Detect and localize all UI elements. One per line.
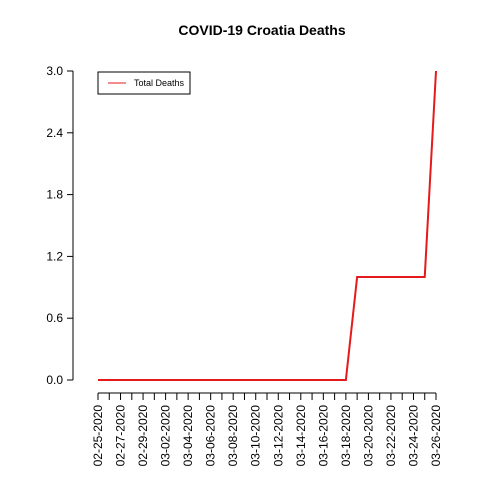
x-tick-label: 03-12-2020 (271, 405, 285, 467)
y-tick-label: 0.6 (46, 311, 63, 325)
legend-label: Total Deaths (134, 78, 185, 88)
y-tick-label: 1.8 (46, 188, 63, 202)
x-tick-label: 03-02-2020 (159, 405, 173, 467)
x-tick-label: 03-04-2020 (181, 405, 195, 467)
legend-box (97, 71, 191, 95)
x-tick-label: 03-22-2020 (384, 405, 398, 467)
x-tick-label: 03-24-2020 (406, 405, 420, 467)
y-tick-label: 2.4 (46, 126, 63, 140)
x-tick-label: 03-20-2020 (361, 405, 375, 467)
series-line-total-deaths (98, 70, 437, 381)
x-tick-label: 02-27-2020 (114, 405, 128, 467)
x-tick-label: 03-08-2020 (226, 405, 240, 467)
x-tick-label: 02-25-2020 (91, 405, 105, 467)
plot-area (98, 70, 437, 381)
x-tick-label: 03-06-2020 (204, 405, 218, 467)
x-tick-label: 02-29-2020 (136, 405, 150, 467)
x-tick-label: 03-10-2020 (249, 405, 263, 467)
x-tick-label: 03-18-2020 (339, 405, 353, 467)
y-axis: 0.0 0.6 1.2 1.8 2.4 3.0 (46, 64, 74, 387)
x-tick-label: 03-16-2020 (316, 405, 330, 467)
x-axis: 02-25-2020 02-27-2020 02-29-2020 03-02-2020… (91, 392, 443, 467)
y-tick-label: 1.2 (46, 249, 63, 263)
x-tick-label: 03-14-2020 (294, 405, 308, 467)
y-tick-label: 0.0 (46, 373, 63, 387)
chart-title: COVID-19 Croatia Deaths (178, 22, 345, 38)
legend: Total Deaths (97, 71, 191, 95)
x-tick-label: 03-26-2020 (429, 405, 443, 467)
y-tick-label: 3.0 (46, 64, 63, 78)
